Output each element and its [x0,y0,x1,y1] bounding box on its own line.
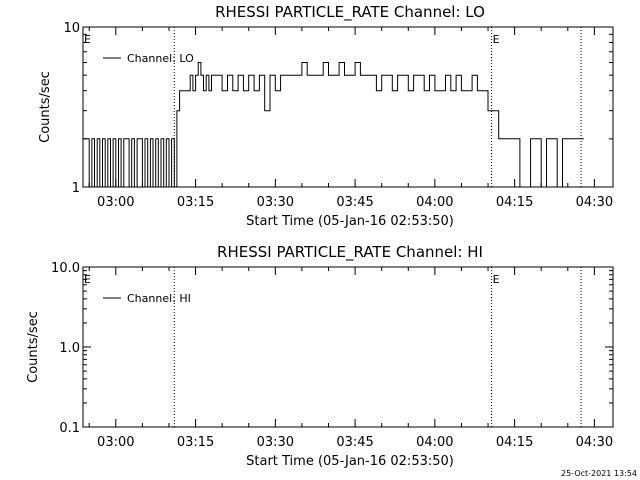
x-tick-label-hi-3: 03:45 [336,435,373,450]
legend-label-lo: Channel: LO [127,52,194,65]
x-tick-label-lo-5: 04:15 [496,195,533,210]
x-axis-label-hi: Start Time (05-Jan-16 02:53:50) [246,454,454,469]
x-tick-label-lo-2: 03:30 [257,195,294,210]
x-tick-label-lo-3: 03:45 [336,195,373,210]
legend-lo: Channel: LO [103,52,194,65]
legend-label-hi: Channel: HI [127,292,191,305]
y-tick-label-hi-1: 1.0 [59,341,80,356]
y-axis-label-hi: Counts/sec [26,311,41,383]
x-tick-label-lo-0: 03:00 [97,195,134,210]
plot-frame-lo [82,26,614,188]
chart-title-lo: RHESSI PARTICLE_RATE Channel: LO [215,3,485,22]
y-tick-label-hi-2: 10.0 [51,261,80,276]
x-tick-label-lo-6: 04:30 [576,195,613,210]
x-tick-label-lo-4: 04:00 [416,195,453,210]
timestamp-stamp: 25-Oct-2021 13:54 [561,469,637,478]
y-tick-label-lo-1: 10 [63,21,80,36]
x-tick-label-lo-1: 03:15 [177,195,214,210]
x-tick-label-hi-6: 04:30 [576,435,613,450]
x-tick-label-hi-4: 04:00 [416,435,453,450]
y-axis-label-lo: Counts/sec [38,71,53,143]
event-marker-label-hi-0: E [84,273,91,286]
panel-hi: RHESSI PARTICLE_RATE Channel: HI Start T… [26,243,614,469]
series-line-lo-0 [83,62,584,188]
x-tick-label-hi-0: 03:00 [97,435,134,450]
x-tick-label-hi-1: 03:15 [177,435,214,450]
event-marker-label-lo-0: E [84,33,91,46]
panel-lo: RHESSI PARTICLE_RATE Channel: LO Start T… [38,3,614,229]
x-axis-label-lo: Start Time (05-Jan-16 02:53:50) [246,214,454,229]
event-marker-label-lo-1: E [493,33,500,46]
plot-frame-hi [82,266,614,428]
y-tick-label-lo-0: 1 [72,181,80,196]
chart-title-hi: RHESSI PARTICLE_RATE Channel: HI [217,243,483,262]
event-marker-label-hi-1: E [493,273,500,286]
y-tick-label-hi-0: 0.1 [59,421,80,436]
x-tick-label-hi-5: 04:15 [496,435,533,450]
x-tick-label-hi-2: 03:30 [257,435,294,450]
legend-hi: Channel: HI [103,292,191,305]
